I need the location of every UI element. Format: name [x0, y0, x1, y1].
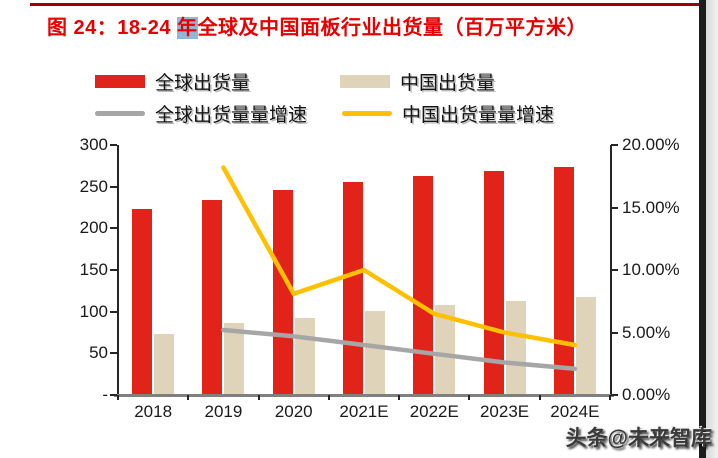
x-axis-line [114, 394, 614, 397]
right-axis-tick-label: 10.00% [622, 260, 680, 279]
right-axis-tick [611, 394, 618, 396]
legend-item-china-shipments: 中国出货量 [340, 68, 495, 95]
legend-label: 中国出货量 [400, 73, 496, 94]
legend-swatch-yellow-line [342, 111, 392, 116]
bar-global-shipments [343, 182, 363, 394]
bar-china-shipments [505, 300, 526, 394]
figure-title: 图 24：18-24 年全球及中国面板行业出货量（百万平方米） [47, 11, 587, 40]
left-axis-tick [110, 394, 117, 396]
watermark: 头条@未来智库 [565, 427, 712, 450]
left-axis-tick [110, 269, 117, 271]
right-axis-tick [611, 206, 618, 209]
legend-item-global-growth: 全球出货量量增速 [95, 100, 307, 127]
legend-swatch-beige-bar [340, 75, 390, 88]
left-axis-tick-label: 250 [79, 176, 108, 196]
figure-title-suffix: 全球及中国面板行业出货量（百万平方米） [197, 17, 588, 39]
left-axis-tick-label: 50 [89, 343, 108, 363]
legend-label: 全球出货量量增速 [155, 105, 308, 126]
x-axis-tick [327, 395, 330, 400]
bar-china-shipments [365, 310, 385, 394]
x-axis-category-label: 2020 [274, 402, 313, 421]
bar-global-shipments [483, 170, 504, 394]
legend-label: 中国出货量量增速 [402, 105, 555, 126]
x-axis-tick [538, 395, 541, 400]
x-axis-category-label: 2022E [409, 402, 459, 421]
right-axis-tick [611, 331, 618, 334]
growth-lines-layer [221, 165, 578, 372]
right-axis-tick-label: 5.00% [622, 322, 671, 342]
title-divider [30, 3, 700, 6]
bar-global-shipments [553, 166, 574, 394]
figure-title-prefix: 图 24：18-24 [47, 17, 178, 39]
figure-title-highlighted-text: 年 [177, 17, 198, 39]
left-axis-tick-label: 300 [79, 135, 108, 154]
bar-global-shipments [272, 189, 293, 394]
page-edge-dark-strip [699, 0, 706, 458]
right-axis-tick [611, 144, 618, 146]
x-axis-category-label: 2021E [339, 402, 389, 421]
bar-china-shipments [294, 318, 315, 394]
x-axis-tick [257, 395, 260, 400]
left-axis-tick [110, 227, 117, 230]
left-axis-tick [110, 185, 117, 188]
x-axis-category-label: 2024E [550, 402, 600, 421]
left-axis-tick-label: 150 [79, 260, 108, 279]
left-axis-tick [110, 310, 117, 313]
right-axis-tick-label: 20.00% [622, 135, 680, 154]
bar-china-shipments [154, 334, 175, 394]
right-axis-tick-label: 15.00% [622, 197, 680, 217]
right-axis-tick [611, 269, 618, 271]
bar-china-shipments [435, 304, 456, 394]
left-axis-tick [110, 352, 117, 355]
bar-china-shipments [575, 297, 596, 394]
left-axis-tick [110, 144, 117, 146]
x-axis-tick [398, 395, 401, 400]
bar-china-shipments [224, 323, 245, 394]
left-axis-tick-label: 100 [79, 301, 108, 321]
x-axis-tick [609, 395, 611, 400]
page-edge-light-strip [706, 0, 718, 458]
bar-global-shipments [202, 199, 223, 394]
x-axis-tick [117, 395, 119, 400]
right-axis-tick-label: 0.00% [622, 385, 671, 404]
legend-item-china-growth: 中国出货量量增速 [342, 100, 554, 127]
legend-label: 全球出货量 [155, 73, 251, 94]
legend-swatch-red-bar [95, 75, 145, 88]
bar-global-shipments [413, 175, 434, 394]
x-axis-tick [468, 395, 471, 400]
left-axis-tick-label: 200 [79, 218, 108, 238]
x-axis-category-label: 2019 [204, 402, 243, 421]
x-axis-category-label: 2018 [134, 402, 173, 421]
x-axis-tick [187, 395, 190, 400]
legend-item-global-shipments: 全球出货量 [95, 68, 250, 95]
x-axis-category-label: 2023E [479, 402, 530, 421]
legend-swatch-gray-line [95, 111, 145, 116]
bar-global-shipments [132, 209, 153, 394]
left-axis-tick-label: - [102, 385, 108, 404]
left-axis-line [117, 145, 119, 396]
